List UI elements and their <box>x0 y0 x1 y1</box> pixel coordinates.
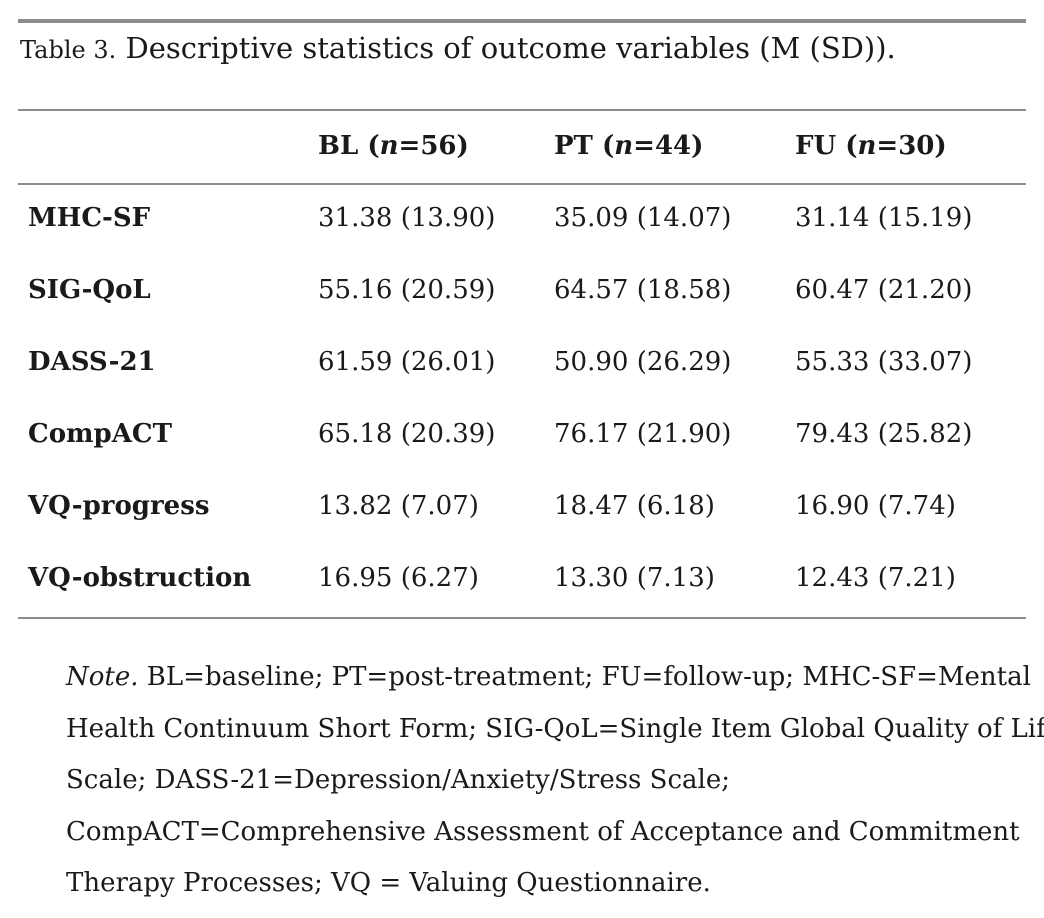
table-cell: 64.57 (18.58) <box>554 275 732 305</box>
table-cell: 16.90 (7.74) <box>795 491 956 521</box>
table-cell: 55.16 (20.59) <box>318 275 496 305</box>
table-cell: 35.09 (14.07) <box>554 203 732 233</box>
table-cell: 76.17 (21.90) <box>554 419 732 449</box>
table-caption-text: Descriptive statistics of outcome variab… <box>125 31 896 65</box>
table-top-border <box>18 19 1026 23</box>
row-label: VQ-progress <box>28 491 210 521</box>
table-cell: 61.59 (26.01) <box>318 347 496 377</box>
note-prefix: Note. <box>66 662 139 692</box>
note-line: Health Continuum Short Form; SIG-QoL=Sin… <box>66 713 1044 744</box>
column-header-fu: FU (n=30) <box>795 131 947 161</box>
column-header-pt: PT (n=44) <box>554 131 704 161</box>
table-cell: 55.33 (33.07) <box>795 347 973 377</box>
note-line: CompACT=Comprehensive Assessment of Acce… <box>66 816 1020 847</box>
table-cell: 65.18 (20.39) <box>318 419 496 449</box>
table-cell: 13.30 (7.13) <box>554 563 715 593</box>
table-cell: 13.82 (7.07) <box>318 491 479 521</box>
note-line: Therapy Processes; VQ = Valuing Question… <box>66 868 711 898</box>
header-top-rule <box>18 109 1026 111</box>
table-bottom-rule <box>18 617 1026 619</box>
row-label: VQ-obstruction <box>28 563 252 593</box>
table-caption-label: Table 3. <box>20 36 117 64</box>
row-label: CompACT <box>28 419 172 449</box>
row-label: SIG-QoL <box>28 275 151 305</box>
row-label: MHC-SF <box>28 203 151 233</box>
header-bottom-rule <box>18 183 1026 185</box>
table-note: Note. BL=baseline; PT=post-treatment; FU… <box>66 652 1044 910</box>
table-cell: 60.47 (21.20) <box>795 275 973 305</box>
table-cell: 18.47 (6.18) <box>554 491 715 521</box>
table-cell: 31.38 (13.90) <box>318 203 496 233</box>
row-label: DASS-21 <box>28 347 156 377</box>
column-header-bl: BL (n=56) <box>318 131 469 161</box>
table-cell: 50.90 (26.29) <box>554 347 732 377</box>
note-line: Note. BL=baseline; PT=post-treatment; FU… <box>66 662 1031 692</box>
table-caption: Table 3. Descriptive statistics of outco… <box>20 28 896 70</box>
table-cell: 79.43 (25.82) <box>795 419 973 449</box>
note-line: Scale; DASS-21=Depression/Anxiety/Stress… <box>66 765 730 795</box>
table-cell: 31.14 (15.19) <box>795 203 973 233</box>
table-cell: 16.95 (6.27) <box>318 563 479 593</box>
table-cell: 12.43 (7.21) <box>795 563 956 593</box>
